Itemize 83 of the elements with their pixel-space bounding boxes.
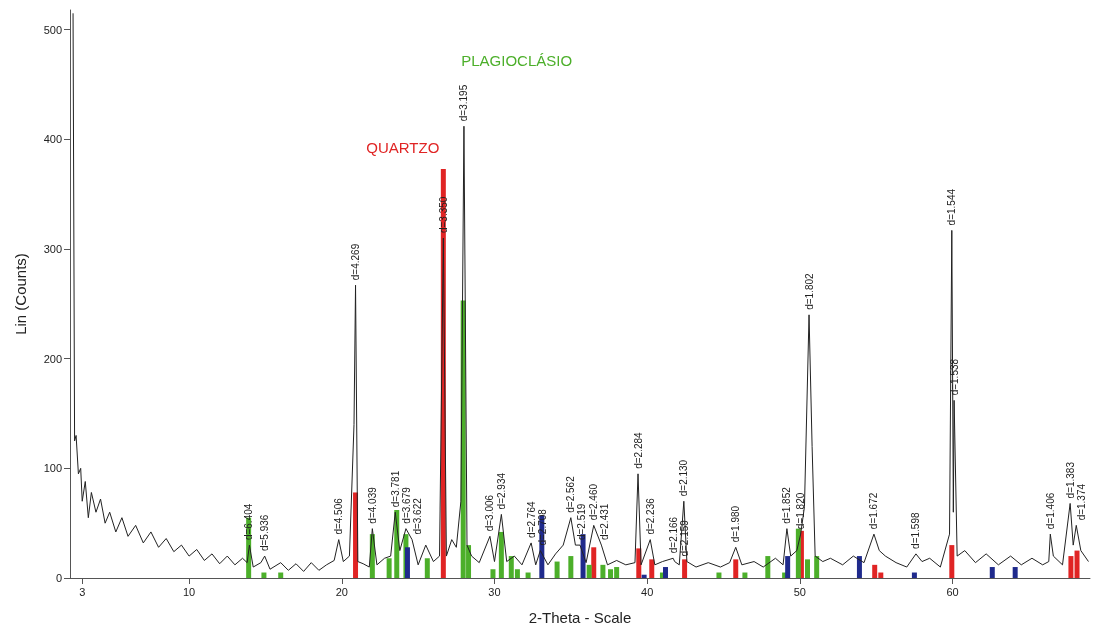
x-tick-label: 30 [488, 585, 501, 598]
annotation: d=2.460 [588, 483, 600, 521]
bar [989, 567, 995, 578]
annotation: d=3.622 [411, 497, 423, 535]
bar [1068, 556, 1074, 578]
x-tick-label: 40 [641, 585, 654, 598]
bar [663, 567, 669, 578]
bar [278, 572, 284, 578]
bar [765, 556, 771, 578]
annotation: d=2.519 [576, 503, 588, 541]
x-tick-label: 3 [79, 585, 86, 598]
annotation: d=1.820 [795, 492, 807, 530]
bar [568, 556, 574, 578]
bar [641, 574, 647, 578]
annotation: d=1.374 [1075, 483, 1087, 521]
x-tick-label: 60 [946, 585, 959, 598]
bar [424, 558, 430, 578]
annotation: d=4.269 [350, 243, 362, 281]
annotation: d=3.006 [484, 494, 496, 532]
annotation: d=2.764 [525, 501, 537, 538]
bar [261, 572, 267, 578]
annotation: d=2.284 [632, 431, 644, 469]
bar [649, 559, 655, 578]
annotation: d=3.781 [389, 470, 401, 508]
bar [490, 569, 496, 578]
y-tick-label: 300 [43, 243, 62, 256]
bar [586, 564, 592, 578]
annotation: d=1.544 [946, 188, 958, 226]
annotation: d=1.598 [910, 512, 922, 549]
annotation: d=1.538 [948, 358, 960, 396]
annotation: d=2.562 [565, 475, 577, 513]
bar [949, 545, 955, 578]
annotation: d=1.802 [803, 272, 815, 310]
annotation: d=4.039 [366, 486, 378, 524]
annotation: d=1.406 [1044, 492, 1056, 530]
bar [1074, 550, 1080, 578]
x-tick-label: 20 [335, 585, 348, 598]
bar [554, 561, 560, 578]
annotation: d=2.708 [536, 508, 548, 546]
bar [733, 559, 739, 578]
bar [911, 572, 917, 578]
annotation: d=2.130 [678, 459, 690, 497]
y-axis-title: Lin (Counts) [12, 253, 29, 335]
line-series [72, 12, 1089, 572]
bar [498, 531, 504, 578]
y-tick-label: 100 [43, 462, 62, 475]
x-tick-label: 50 [793, 585, 807, 598]
bar [404, 547, 410, 578]
series-label: QUARTZO [366, 139, 440, 156]
y-tick-label: 500 [43, 23, 62, 36]
bar [785, 556, 791, 578]
annotation: d=1.980 [730, 505, 742, 543]
annotation: d=3.679 [400, 486, 412, 524]
x-tick-label: 10 [182, 585, 196, 598]
bar [591, 547, 597, 578]
annotation: d=2.934 [495, 472, 507, 510]
annotation: d=6.404 [243, 503, 255, 541]
bar [525, 572, 531, 578]
annotation: d=4.506 [333, 497, 345, 535]
annotation: d=1.672 [868, 492, 880, 530]
bar [814, 556, 820, 578]
annotation: d=2.431 [599, 503, 611, 541]
annotation: d=2.159 [678, 519, 690, 557]
bar [386, 558, 392, 578]
y-tick-label: 400 [43, 133, 62, 146]
annotation: d=1.383 [1064, 461, 1076, 499]
annotation: d=2.166 [667, 516, 679, 554]
bar [742, 572, 748, 578]
bar [716, 572, 722, 578]
annotation: d=2.236 [644, 497, 656, 535]
y-tick-label: 0 [55, 572, 62, 584]
bar [1012, 567, 1018, 578]
text: PLAGIOCLÁSIO [461, 52, 573, 70]
bar [856, 556, 862, 578]
annotation: d=3.350 [437, 196, 449, 234]
annotation: d=3.195 [458, 84, 470, 122]
x-axis-title: 2-Theta - Scale [528, 609, 632, 626]
annotation: d=5.936 [259, 514, 271, 552]
bar [600, 564, 606, 578]
bar [805, 559, 811, 578]
bar [682, 559, 688, 578]
y-tick-label: 200 [43, 352, 62, 365]
annotation: d=1.852 [781, 486, 793, 524]
